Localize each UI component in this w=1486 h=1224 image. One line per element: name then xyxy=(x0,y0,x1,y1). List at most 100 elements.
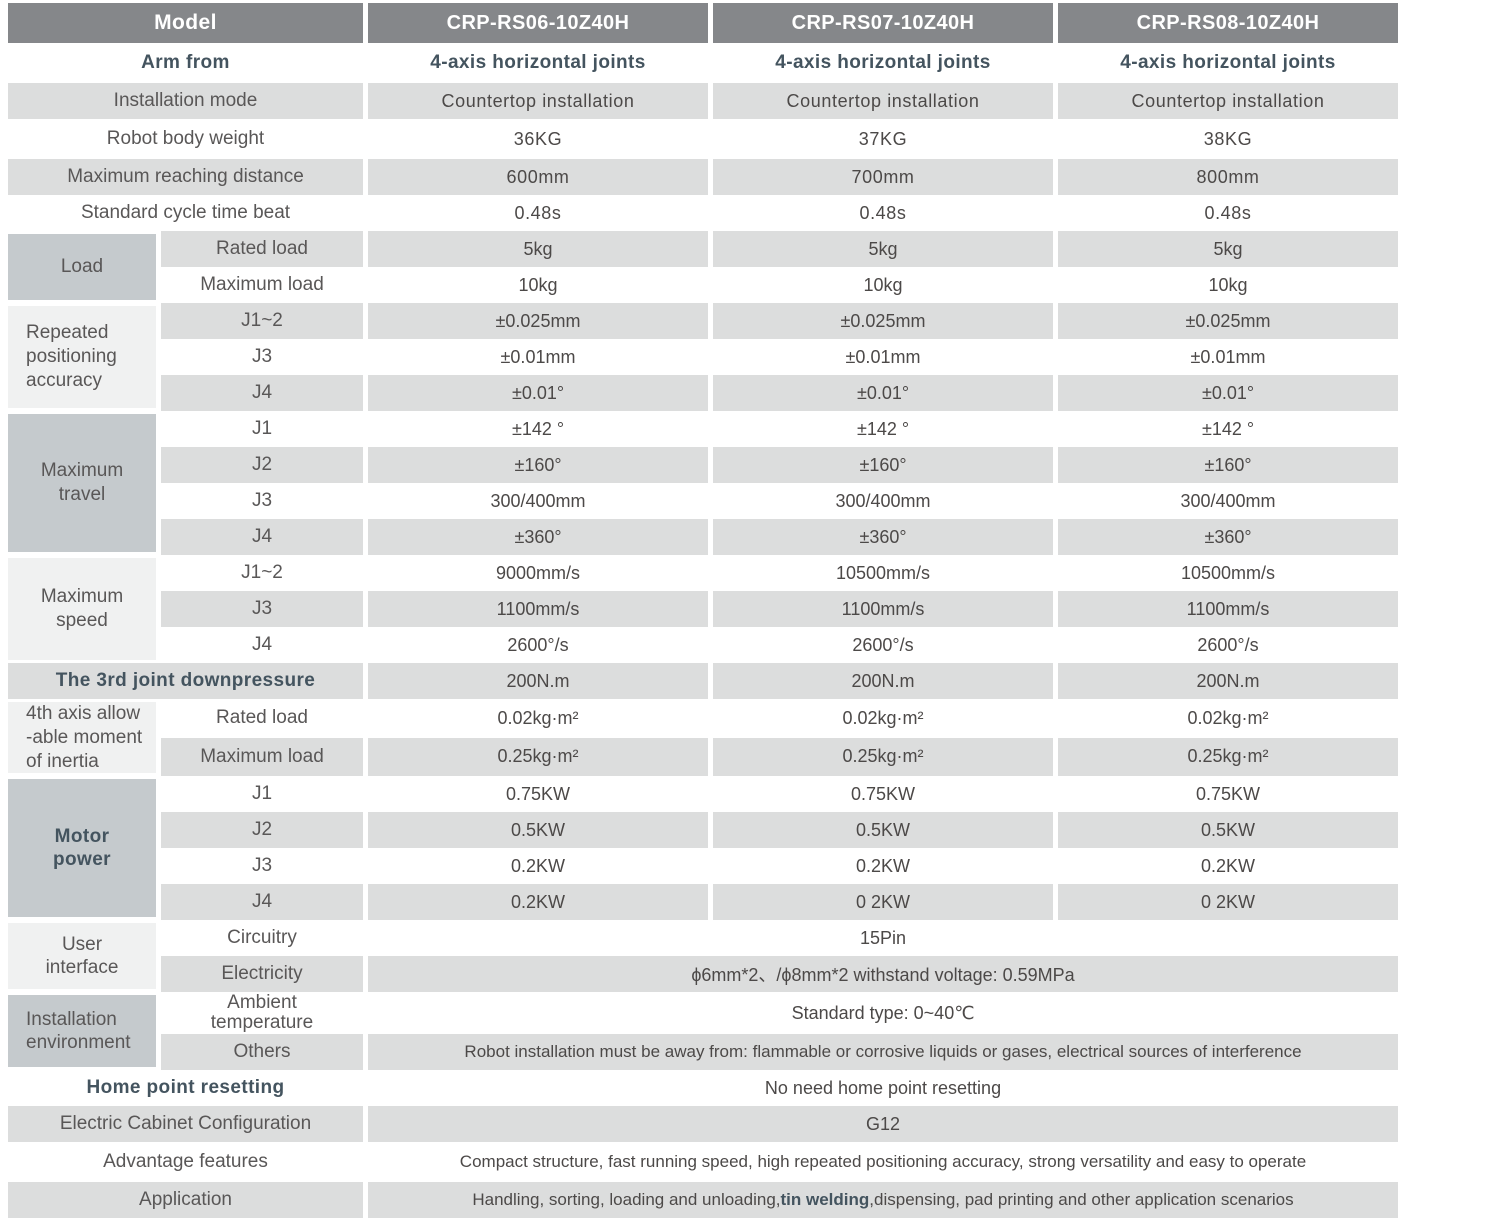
value-cell: 0.02kg·m² xyxy=(713,699,1053,738)
value-cell: 0.75KW xyxy=(1058,776,1398,813)
value-cell-span: G12 xyxy=(368,1106,1398,1143)
row-label: Robot body weight xyxy=(8,119,363,159)
sub-label: J4 xyxy=(161,884,363,921)
group-label-load: Load xyxy=(8,231,156,303)
value-cell: 0.02kg·m² xyxy=(1058,699,1398,738)
group-label-accuracy: Repeated positioning accuracy xyxy=(8,303,156,411)
value-cell-span: Standard type: 0~40℃ xyxy=(368,992,1398,1035)
sub-label: Rated load xyxy=(161,699,363,738)
value-cell: ±0.01° xyxy=(713,375,1053,411)
value-cell: 0.48s xyxy=(713,195,1053,231)
sub-label: J1~2 xyxy=(161,555,363,591)
group-label-user-interface: User interface xyxy=(8,920,156,993)
value-cell: 0.2KW xyxy=(368,848,708,885)
row-travel-j1: Maximum travel J1 ±142 ° ±142 ° ±142 ° xyxy=(8,411,1398,555)
row-travel-j3: J3 300/400mm 300/400mm 300/400mm xyxy=(8,483,1398,519)
row-electricity: Electricity ϕ6mm*2、/ϕ8mm*2 withstand vol… xyxy=(8,956,1398,993)
sub-label: J1~2 xyxy=(161,303,363,339)
value-cell: 300/400mm xyxy=(1058,483,1398,519)
row-travel-j2: J2 ±160° ±160° ±160° xyxy=(8,447,1398,483)
row-speed-j3: J3 1100mm/s 1100mm/s 1100mm/s xyxy=(8,591,1398,627)
value-cell: 5kg xyxy=(713,231,1053,267)
row-inertia-max: Maximum load 0.25kg·m² 0.25kg·m² 0.25kg·… xyxy=(8,737,1398,777)
value-cell: Countertop installation xyxy=(1058,83,1398,119)
value-cell: Countertop installation xyxy=(713,83,1053,119)
row-others: Others Robot installation must be away f… xyxy=(8,1034,1398,1071)
row-speed-j12: Maximum speed J1~2 9000mm/s 10500mm/s 105… xyxy=(8,555,1398,663)
value-cell: 0.75KW xyxy=(713,776,1053,813)
row-installation-mode: Installation mode Countertop installatio… xyxy=(8,83,1398,119)
sub-label: J1 xyxy=(161,411,363,447)
sub-label: J4 xyxy=(161,375,363,411)
value-cell: ±160° xyxy=(713,447,1053,483)
value-cell: ±160° xyxy=(368,447,708,483)
value-cell: 37KG xyxy=(713,119,1053,159)
model-name-cell-2: CRP-RS07-10Z40H xyxy=(713,3,1053,43)
value-cell: ±160° xyxy=(1058,447,1398,483)
value-cell: 0.5KW xyxy=(368,812,708,849)
value-cell: 36KG xyxy=(368,119,708,159)
sub-label: J4 xyxy=(161,519,363,555)
model-header-cell: Model xyxy=(8,3,363,43)
value-cell: ±0.01mm xyxy=(368,339,708,375)
value-cell: 10500mm/s xyxy=(1058,555,1398,591)
group-label-travel: Maximum travel xyxy=(8,411,156,555)
row-acc-j12: Repeated positioning accuracy J1~2 ±0.025m… xyxy=(8,303,1398,411)
row-label: Installation mode xyxy=(8,83,363,119)
row-acc-j4: J4 ±0.01° ±0.01° ±0.01° xyxy=(8,375,1398,411)
value-cell: ±0.025mm xyxy=(1058,303,1398,339)
value-cell: 10kg xyxy=(368,267,708,303)
value-cell: 4-axis horizontal joints xyxy=(368,43,708,83)
sub-label: Circuitry xyxy=(161,920,363,957)
value-cell-span: No need home point resetting xyxy=(368,1070,1398,1107)
value-cell-span: Handling, sorting, loading and unloading… xyxy=(368,1182,1398,1219)
value-cell: 1100mm/s xyxy=(713,591,1053,627)
group-label-inertia: 4th axis allow -able moment of inertia xyxy=(8,699,156,777)
value-cell: 2600°/s xyxy=(1058,627,1398,663)
row-motor-j4: J4 0.2KW 0 2KW 0 2KW xyxy=(8,884,1398,921)
header-row: Model CRP-RS06-10Z40H CRP-RS07-10Z40H CR… xyxy=(8,3,1398,43)
row-downpressure: The 3rd joint downpressure 200N.m 200N.m… xyxy=(8,663,1398,699)
value-cell: 0.25kg·m² xyxy=(368,737,708,777)
application-text-suffix: ,dispensing, pad printing and other appl… xyxy=(869,1190,1294,1210)
group-label-environment: Installation environment xyxy=(8,992,156,1071)
row-circuitry: User interface Circuitry 15Pin xyxy=(8,920,1398,993)
value-cell: 10kg xyxy=(713,267,1053,303)
sub-label: J4 xyxy=(161,627,363,663)
value-cell: 10kg xyxy=(1058,267,1398,303)
value-cell: 0.25kg·m² xyxy=(713,737,1053,777)
value-cell: 600mm xyxy=(368,159,708,195)
value-cell: 0.2KW xyxy=(368,884,708,921)
sub-label: Rated load xyxy=(161,231,363,267)
value-cell: Countertop installation xyxy=(368,83,708,119)
row-load-rated: Load Rated load 5kg 5kg 5kg xyxy=(8,231,1398,303)
group-label-speed: Maximum speed xyxy=(8,555,156,663)
sub-label: Ambient temperature xyxy=(161,992,363,1035)
row-label: Arm from xyxy=(8,43,363,83)
value-cell: ±360° xyxy=(368,519,708,555)
value-cell: ±0.025mm xyxy=(713,303,1053,339)
value-cell: 2600°/s xyxy=(368,627,708,663)
value-cell: 5kg xyxy=(1058,231,1398,267)
row-label: Maximum reaching distance xyxy=(8,159,363,195)
value-cell-span: 15Pin xyxy=(368,920,1398,957)
value-cell: ±360° xyxy=(1058,519,1398,555)
row-inertia-rated: 4th axis allow -able moment of inertia Rat… xyxy=(8,699,1398,777)
sub-label: J2 xyxy=(161,447,363,483)
value-cell: 0.2KW xyxy=(1058,848,1398,885)
row-label: Electric Cabinet Configuration xyxy=(8,1106,363,1143)
value-cell: 38KG xyxy=(1058,119,1398,159)
sub-label: J3 xyxy=(161,591,363,627)
row-motor-j3: J3 0.2KW 0.2KW 0.2KW xyxy=(8,848,1398,885)
value-cell: 0.48s xyxy=(1058,195,1398,231)
value-cell: 800mm xyxy=(1058,159,1398,195)
value-cell: 200N.m xyxy=(713,663,1053,699)
value-cell: ±0.01mm xyxy=(713,339,1053,375)
row-ambient: Installation environment Ambient temperatu… xyxy=(8,992,1398,1071)
sub-label: J3 xyxy=(161,339,363,375)
model-name-cell-1: CRP-RS06-10Z40H xyxy=(368,3,708,43)
value-cell: 0.25kg·m² xyxy=(1058,737,1398,777)
value-cell: ±0.025mm xyxy=(368,303,708,339)
value-cell: ±142 ° xyxy=(713,411,1053,447)
